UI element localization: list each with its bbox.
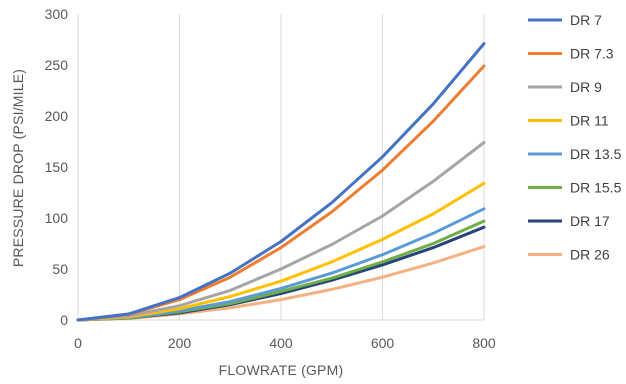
x-tick-label: 600 [371,335,395,351]
legend-label-dr-9: DR 9 [570,79,602,95]
axes: 0 50 100 150 200 250 300 0 200 400 600 800 [45,6,496,351]
series-lines [76,42,486,322]
x-tick-label: 0 [74,335,82,351]
series-line-dr-7 [76,42,486,322]
legend: DR 7 DR 7.3 DR 9 DR 11 DR 13.5 DR 15.5 DR 17 DR… [528,12,622,263]
legend-label-dr-11: DR 11 [570,113,609,129]
x-tick-label: 200 [168,335,192,351]
series-line-dr-11 [76,181,486,322]
series-line-dr-9 [76,141,486,322]
legend-label-dr-7: DR 7 [570,12,602,28]
y-tick-label: 300 [45,6,69,22]
legend-label-dr-17: DR 17 [570,213,610,229]
y-tick-label: 100 [45,210,69,226]
y-tick-label: 150 [45,159,69,175]
x-tick-label: 800 [472,335,496,351]
legend-label-dr-26: DR 26 [570,247,610,263]
y-tick-label: 250 [45,57,69,73]
y-tick-label: 50 [52,261,68,277]
gridlines [77,14,485,320]
legend-label-dr-15-5: DR 15.5 [570,180,622,196]
x-axis-title: FLOWRATE (GPM) [219,362,344,378]
y-tick-label: 0 [60,312,68,328]
x-tick-label: 400 [269,335,293,351]
y-tick-label: 200 [45,108,69,124]
y-axis-title: PRESSURE DROP (PSI/MILE) [10,69,26,267]
legend-label-dr-13-5: DR 13.5 [570,146,622,162]
legend-label-dr-7-3: DR 7.3 [570,46,614,62]
